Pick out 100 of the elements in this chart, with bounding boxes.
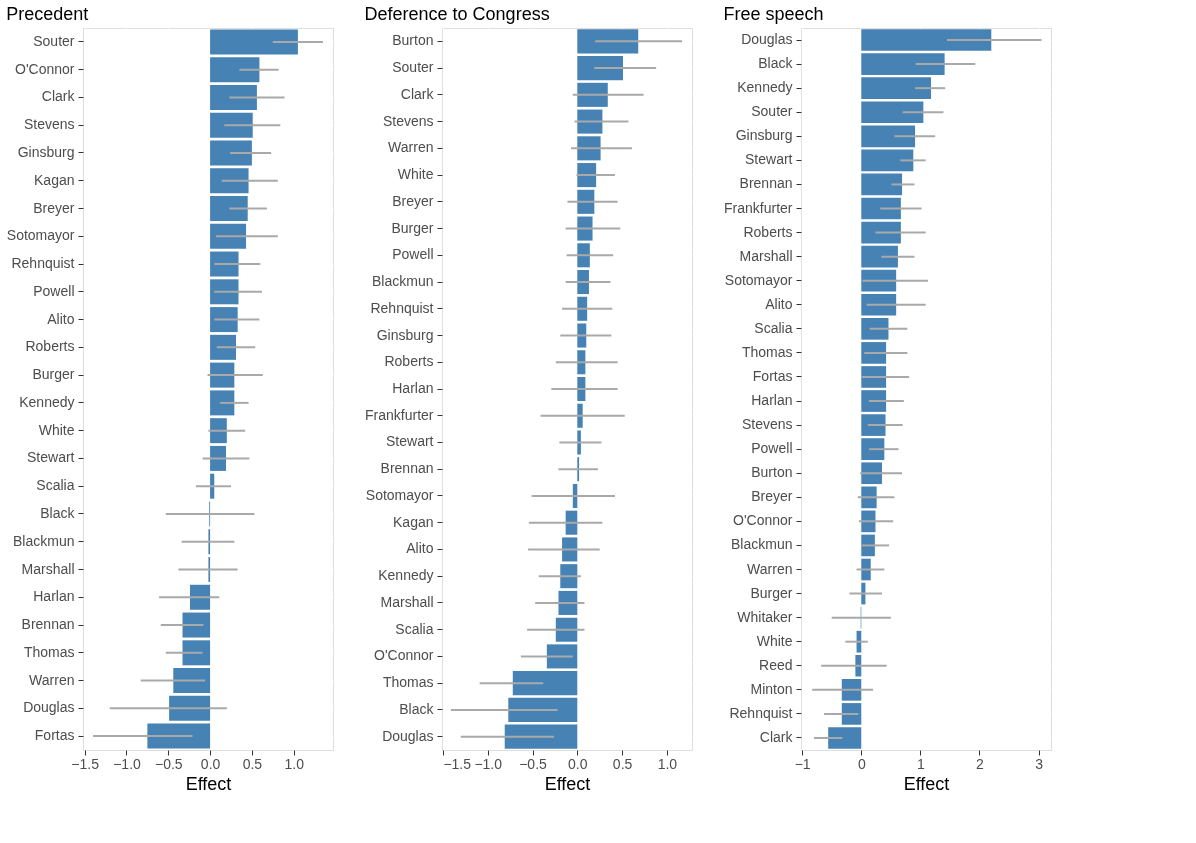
bar xyxy=(577,323,587,348)
y-tick-label: Scalia xyxy=(754,319,793,336)
y-tick-label: Powell xyxy=(33,282,75,299)
bar xyxy=(861,414,886,436)
y-tick-label: Fortas xyxy=(34,727,75,744)
x-tick-label: 0 xyxy=(857,755,866,772)
x-tick-label: 3 xyxy=(1035,755,1044,772)
x-tick-label: 0.5 xyxy=(612,755,633,772)
y-tick-label: Stewart xyxy=(27,449,75,466)
y-tick-label: O'Connor xyxy=(15,60,75,77)
y-tick-label: Frankfurter xyxy=(724,199,793,216)
y-tick-label: Blackmun xyxy=(372,273,434,290)
y-tick-label: Roberts xyxy=(384,353,434,370)
y-tick-label: White xyxy=(38,421,75,438)
y-tick-label: O'Connor xyxy=(374,647,434,664)
bar xyxy=(577,109,603,134)
bar xyxy=(210,112,253,138)
bar xyxy=(861,269,897,292)
y-tick-label: Stevens xyxy=(741,416,793,433)
y-tick-label: Rehnquist xyxy=(370,299,434,316)
x-axis-title: Effect xyxy=(903,773,950,794)
bar xyxy=(861,486,877,509)
y-tick-label: Harlan xyxy=(33,588,75,605)
x-tick-label: 2 xyxy=(976,755,985,772)
bar xyxy=(855,654,862,677)
y-tick-label: Kennedy xyxy=(737,79,793,96)
y-tick-label: Thomas xyxy=(382,674,434,691)
bar xyxy=(861,390,887,412)
y-tick-label: Scalia xyxy=(395,620,434,637)
y-tick-label: Douglas xyxy=(382,727,434,744)
y-tick-label: Burton xyxy=(751,464,793,481)
bar xyxy=(210,84,257,110)
bar xyxy=(577,350,586,375)
y-tick-label: Clark xyxy=(41,88,76,105)
y-tick-label: Ginsburg xyxy=(735,127,793,144)
bar xyxy=(577,163,597,188)
y-tick-label: Ginsburg xyxy=(17,143,75,160)
bar xyxy=(577,216,593,241)
x-tick-label: 1 xyxy=(916,755,925,772)
bar xyxy=(861,318,889,340)
y-tick-label: Brennan xyxy=(380,460,434,477)
bar xyxy=(828,727,862,749)
bar xyxy=(861,245,898,268)
chart-title: Deference to Congress xyxy=(364,4,550,24)
y-tick-label: Burger xyxy=(391,219,434,236)
y-tick-label: Whitaker xyxy=(737,608,793,625)
y-tick-label: Burger xyxy=(750,584,793,601)
y-tick-label: Sotomayor xyxy=(365,486,434,503)
y-tick-label: Breyer xyxy=(33,199,75,216)
y-tick-label: Harlan xyxy=(751,392,793,409)
y-tick-label: Rehnquist xyxy=(11,255,75,272)
y-tick-label: Breyer xyxy=(392,192,434,209)
bar xyxy=(210,307,238,333)
y-tick-label: Alito xyxy=(765,295,793,312)
y-tick-label: Stewart xyxy=(745,151,793,168)
bar xyxy=(577,29,639,54)
y-tick-label: Stevens xyxy=(382,112,434,129)
y-tick-label: Marshall xyxy=(380,593,434,610)
bar xyxy=(210,362,235,388)
bar xyxy=(577,56,623,81)
y-tick-label: Powell xyxy=(751,440,793,457)
bar xyxy=(210,390,235,416)
bar xyxy=(546,644,578,669)
bar xyxy=(210,445,226,471)
y-tick-label: Scalia xyxy=(36,477,75,494)
x-tick-label: 1.0 xyxy=(284,755,305,772)
y-tick-label: Souter xyxy=(392,59,434,76)
bar xyxy=(169,695,211,721)
x-tick-label: −1.5 xyxy=(443,755,472,772)
y-tick-label: Reed xyxy=(759,656,793,673)
y-tick-label: Minton xyxy=(750,680,793,697)
bar xyxy=(861,101,924,124)
y-tick-label: Rehnquist xyxy=(729,704,793,721)
bar xyxy=(861,125,916,148)
bar xyxy=(841,703,862,725)
y-tick-label: Brennan xyxy=(21,616,75,633)
y-tick-label: Sotomayor xyxy=(724,271,793,288)
bar xyxy=(210,251,239,277)
bar xyxy=(577,403,583,428)
y-tick-label: Blackmun xyxy=(731,536,793,553)
y-tick-label: Warren xyxy=(388,139,434,156)
bar xyxy=(577,296,588,321)
bar xyxy=(558,590,578,615)
y-tick-label: Stewart xyxy=(386,433,434,450)
y-tick-label: Clark xyxy=(759,728,794,745)
y-tick-label: Ginsburg xyxy=(376,326,434,343)
bar xyxy=(562,537,578,562)
y-tick-label: Souter xyxy=(751,103,793,120)
y-tick-label: Marshall xyxy=(21,560,75,577)
y-tick-label: Black xyxy=(399,700,435,717)
bar xyxy=(560,564,578,589)
bar xyxy=(577,243,590,268)
y-tick-label: Black xyxy=(758,55,794,72)
x-tick-label: −1.5 xyxy=(71,755,100,772)
chart-title: Precedent xyxy=(6,4,89,24)
bar xyxy=(861,221,901,244)
bar xyxy=(147,723,211,749)
bar xyxy=(841,679,862,701)
y-tick-label: Warren xyxy=(747,560,793,577)
bar xyxy=(210,57,260,83)
